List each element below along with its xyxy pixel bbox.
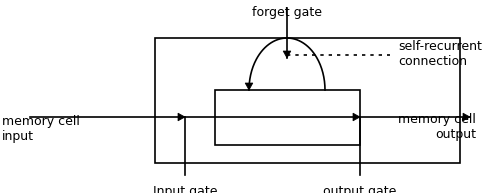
Text: self-recurrent
connection: self-recurrent connection [398,40,482,68]
Polygon shape [245,83,253,90]
Text: memory cell
input: memory cell input [2,115,80,143]
Polygon shape [353,113,360,121]
Text: memory cell
output: memory cell output [398,113,476,141]
Bar [155,38,460,163]
Text: forget gate: forget gate [252,6,322,19]
Text: Input gate: Input gate [153,185,217,193]
Bar [215,90,360,145]
Polygon shape [178,113,185,121]
Text: output gate: output gate [324,185,396,193]
Polygon shape [283,51,291,58]
Polygon shape [463,113,470,121]
